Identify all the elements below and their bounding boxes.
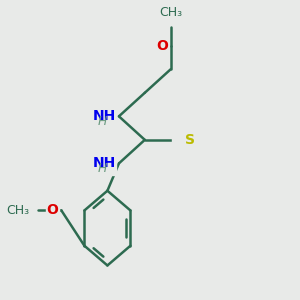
Text: O: O — [156, 39, 168, 53]
Text: CH₃: CH₃ — [159, 6, 182, 19]
Bar — [96, 152, 116, 175]
Text: CH₃: CH₃ — [7, 204, 30, 217]
Text: H: H — [98, 162, 107, 175]
Text: NH: NH — [93, 156, 116, 170]
Bar — [172, 129, 185, 151]
Bar — [96, 105, 116, 128]
Bar — [46, 199, 59, 222]
Text: H: H — [98, 115, 107, 128]
Bar — [155, 34, 168, 57]
Text: O: O — [46, 203, 58, 218]
Text: NH: NH — [93, 109, 116, 123]
Text: S: S — [185, 133, 195, 147]
